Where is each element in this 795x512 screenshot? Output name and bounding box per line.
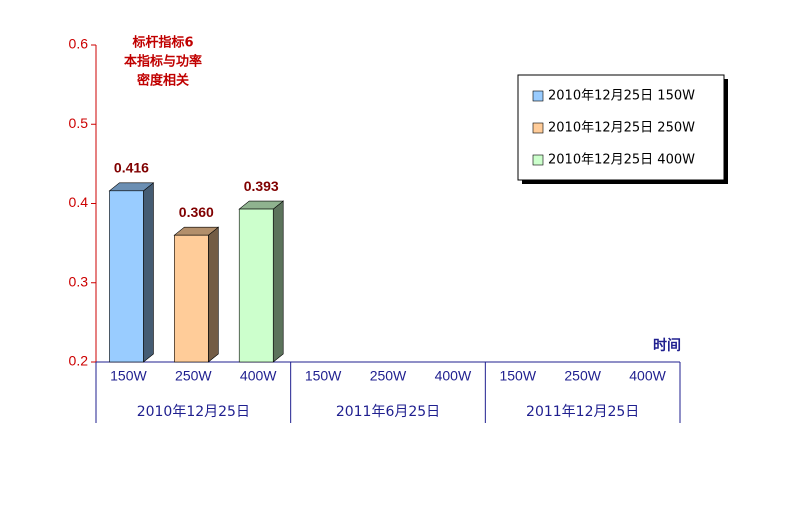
y-tick-label: 0.6 <box>69 36 89 52</box>
x-tick-label: 150W <box>499 368 536 384</box>
bar-3d <box>108 182 155 363</box>
group-label: 2010年12月25日 <box>137 404 250 420</box>
bar-3d <box>173 226 220 363</box>
bar <box>109 190 144 363</box>
bar <box>174 234 209 363</box>
value-label: 0.393 <box>244 178 279 194</box>
legend-swatch <box>532 154 544 166</box>
x-tick-label: 400W <box>629 368 666 384</box>
legend-label: 2010年12月25日 150W <box>548 89 695 104</box>
x-tick-label: 250W <box>564 368 601 384</box>
y-tick-label: 0.5 <box>69 115 89 131</box>
bar-3d <box>238 200 285 363</box>
x-tick-label: 150W <box>110 368 147 384</box>
bar-side <box>143 182 154 363</box>
x-tick-label: 150W <box>305 368 342 384</box>
legend-swatch <box>532 122 544 134</box>
group-label: 2011年12月25日 <box>526 404 639 420</box>
x-tick-label: 400W <box>435 368 472 384</box>
annotation: 标杆指标6 <box>131 35 193 51</box>
legend-label: 2010年12月25日 250W <box>548 121 695 136</box>
value-label: 0.416 <box>114 160 149 176</box>
y-tick-label: 0.4 <box>69 194 89 210</box>
x-axis-label: 时间 <box>653 337 681 354</box>
y-tick-label: 0.2 <box>69 353 89 369</box>
bar-side <box>208 226 219 363</box>
annotation: 密度相关 <box>136 73 189 89</box>
x-tick-label: 400W <box>240 368 277 384</box>
y-tick-label: 0.3 <box>69 273 89 289</box>
bar-side <box>272 200 284 363</box>
value-label: 0.360 <box>179 204 214 220</box>
bar <box>238 208 274 363</box>
legend-label: 2010年12月25日 400W <box>548 153 695 168</box>
legend-swatch <box>532 90 544 102</box>
group-label: 2011年6月25日 <box>336 404 440 420</box>
annotation: 本指标与功率 <box>124 54 202 70</box>
x-tick-label: 250W <box>370 368 407 384</box>
x-tick-label: 250W <box>175 368 212 384</box>
legend <box>517 74 725 181</box>
